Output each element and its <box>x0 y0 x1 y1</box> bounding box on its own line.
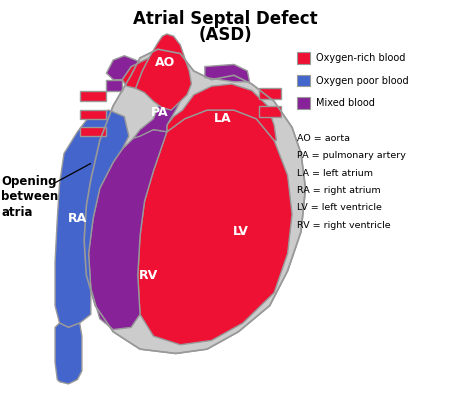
Text: Atrial Septal Defect: Atrial Septal Defect <box>133 10 317 28</box>
Polygon shape <box>133 69 185 138</box>
FancyBboxPatch shape <box>297 52 310 63</box>
Polygon shape <box>205 65 250 82</box>
Text: Oxygen-rich blood: Oxygen-rich blood <box>316 53 405 63</box>
Text: Opening
between
atria: Opening between atria <box>1 175 58 219</box>
Text: AO: AO <box>154 56 175 69</box>
Polygon shape <box>80 91 107 101</box>
FancyBboxPatch shape <box>297 97 310 109</box>
Text: AO = aorta: AO = aorta <box>297 134 350 143</box>
Polygon shape <box>259 88 281 99</box>
Text: LV = left ventricle: LV = left ventricle <box>297 203 382 212</box>
Text: Mixed blood: Mixed blood <box>316 98 375 108</box>
Polygon shape <box>80 110 107 119</box>
Text: LA = left atrium: LA = left atrium <box>297 169 373 178</box>
Text: LA: LA <box>214 112 232 125</box>
Polygon shape <box>107 56 140 80</box>
Text: RA: RA <box>68 212 87 225</box>
Polygon shape <box>55 110 129 327</box>
Polygon shape <box>107 80 122 91</box>
Polygon shape <box>135 34 191 110</box>
Text: PA: PA <box>151 106 169 119</box>
Polygon shape <box>89 130 167 329</box>
Text: PA = pulmonary artery: PA = pulmonary artery <box>297 151 405 160</box>
Polygon shape <box>167 84 276 141</box>
Polygon shape <box>84 49 306 353</box>
FancyBboxPatch shape <box>297 75 310 86</box>
Text: RA = right atrium: RA = right atrium <box>297 186 380 195</box>
Polygon shape <box>122 58 149 88</box>
Polygon shape <box>138 110 292 345</box>
Text: LV: LV <box>233 225 248 238</box>
Polygon shape <box>55 323 82 384</box>
Text: RV: RV <box>140 269 158 282</box>
Polygon shape <box>80 127 107 136</box>
Text: (ASD): (ASD) <box>198 26 252 44</box>
Text: RV = right ventricle: RV = right ventricle <box>297 221 390 230</box>
Text: Oxygen poor blood: Oxygen poor blood <box>316 76 409 85</box>
Polygon shape <box>259 106 281 117</box>
